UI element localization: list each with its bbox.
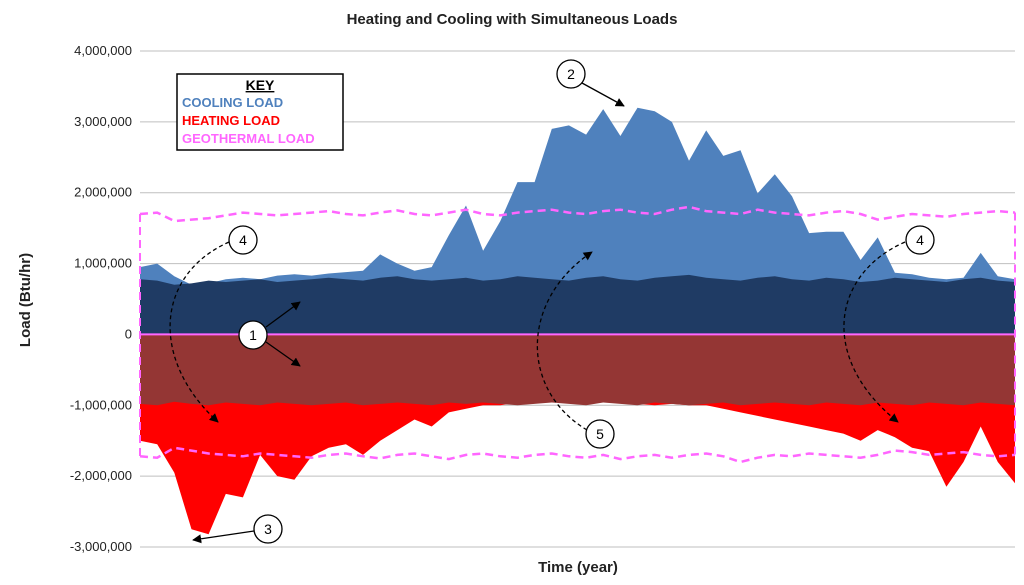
y-tick-label: -1,000,000 — [70, 397, 132, 412]
geothermal-upper-line — [139, 205, 1016, 223]
callout-5-arrow — [536, 251, 593, 431]
callout-arrows — [169, 82, 906, 544]
legend-title: KEY — [246, 77, 275, 93]
cooling-load-area — [140, 107, 1015, 335]
y-tick-label: 4,000,000 — [74, 43, 132, 58]
callout-4-right-circle — [905, 225, 935, 255]
legend-item-geothermal: GEOTHERMAL LOAD — [182, 131, 315, 146]
x-axis-title: Time (year) — [538, 559, 618, 576]
callout-3-circle — [253, 514, 283, 544]
y-tick-label: 3,000,000 — [74, 114, 132, 129]
callout-3-label: 3 — [264, 521, 272, 537]
callout-1-label: 1 — [249, 327, 257, 343]
legend-box — [176, 73, 344, 151]
callout-4-left-arrow — [169, 241, 230, 423]
y-tick-label: -3,000,000 — [70, 539, 132, 554]
legend-item-heating: HEATING LOAD — [182, 113, 280, 128]
heating-simultaneous-area — [140, 334, 1015, 406]
callout-1-arrow-up — [265, 301, 301, 328]
callout-5-label: 5 — [596, 426, 604, 442]
callout-1-arrow-down — [265, 341, 301, 367]
y-axis-ticks: 4,000,000 3,000,000 2,000,000 1,000,000 0 -1,… — [70, 43, 132, 554]
y-tick-label: 1,000,000 — [74, 256, 132, 271]
legend-item-cooling: COOLING LOAD — [182, 95, 283, 110]
callout-1-circle — [238, 320, 268, 350]
plot-areas — [139, 107, 1016, 535]
callout-4-right-label: 4 — [916, 232, 924, 248]
callout-4-right-arrow — [843, 241, 906, 423]
cooling-simultaneous-area — [140, 274, 1015, 335]
legend: KEY COOLING LOAD HEATING LOAD GEOTHERMAL… — [176, 73, 344, 151]
y-tick-label: -2,000,000 — [70, 468, 132, 483]
callout-2-arrow — [581, 82, 625, 107]
callout-4-left-circle — [228, 225, 258, 255]
y-tick-label: 2,000,000 — [74, 185, 132, 200]
y-axis-title: Load (Btu/hr) — [17, 253, 34, 347]
y-tick-label: 0 — [125, 326, 132, 341]
callout-3-arrow — [192, 530, 255, 544]
callout-4-left-label: 4 — [239, 232, 247, 248]
callout-5-circle — [585, 419, 615, 449]
chart-title: Heating and Cooling with Simultaneous Lo… — [347, 11, 678, 28]
callouts: 1 2 3 4 4 5 — [228, 59, 935, 544]
geothermal-lower-line — [139, 446, 1016, 464]
callout-2-circle — [556, 59, 586, 89]
callout-2-label: 2 — [567, 66, 575, 82]
